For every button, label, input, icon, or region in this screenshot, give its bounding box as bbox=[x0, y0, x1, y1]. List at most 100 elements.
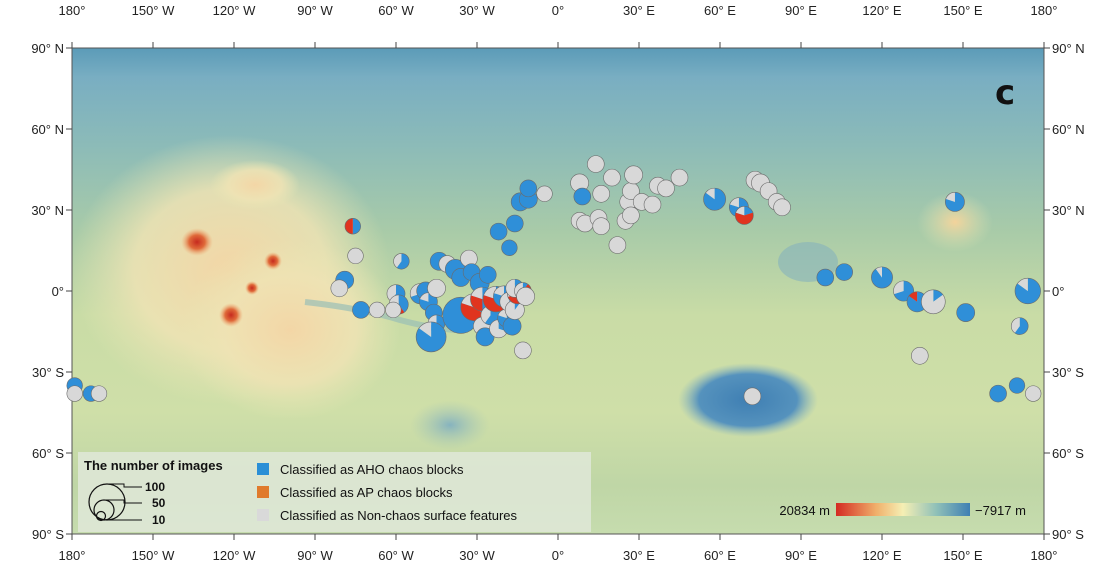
pie-point bbox=[1010, 317, 1029, 335]
lat-tick-label-right: 90° N bbox=[1052, 41, 1085, 56]
pie-slice-non bbox=[911, 347, 929, 365]
pie-outline bbox=[427, 278, 446, 298]
pie-point bbox=[66, 385, 83, 402]
pie-slice-ap bbox=[470, 295, 483, 312]
pie-slice-non bbox=[369, 302, 385, 318]
lat-tick-label-right: 30° N bbox=[1052, 203, 1085, 218]
pie-slice-non bbox=[91, 385, 107, 402]
pie-point bbox=[1014, 277, 1041, 305]
pie-slice-non bbox=[671, 169, 688, 187]
size-key: 100 50 10 bbox=[88, 480, 166, 527]
lon-tick-label-top: 0° bbox=[552, 3, 564, 18]
pie-outline bbox=[330, 279, 349, 298]
pie-outline bbox=[592, 217, 610, 235]
pie-outline bbox=[603, 168, 621, 187]
pie-slice-non bbox=[1025, 385, 1042, 402]
pie-outline bbox=[90, 385, 108, 402]
axis-ticks: 180° 180° 150° W 150° W 120° W 120° W 90° W 90°… bbox=[31, 3, 1084, 563]
pie-outline bbox=[657, 179, 675, 198]
pie-outline bbox=[989, 384, 1007, 403]
lon-tick-label-bottom: 60° W bbox=[378, 548, 414, 563]
pie-slice-aho bbox=[744, 206, 753, 216]
pie-slice-non bbox=[483, 286, 496, 300]
pie-point bbox=[657, 179, 675, 198]
lon-tick-label-top: 30° W bbox=[459, 3, 495, 18]
lat-tick-label-right: 60° S bbox=[1052, 446, 1084, 461]
pie-slice-non bbox=[603, 169, 621, 187]
pie-outline bbox=[835, 263, 853, 281]
lat-tick-label-right: 30° S bbox=[1052, 365, 1084, 380]
pie-point bbox=[502, 316, 522, 336]
pie-slice-non bbox=[657, 179, 675, 197]
pie-slice-non bbox=[729, 197, 739, 208]
pie-outline bbox=[734, 206, 754, 225]
pie-point bbox=[608, 236, 627, 254]
pie-outline bbox=[489, 222, 508, 241]
pie-slice-aho bbox=[1014, 317, 1029, 335]
pie-point bbox=[643, 195, 662, 214]
lat-tick-label-left: 60° S bbox=[32, 446, 64, 461]
pie-outline bbox=[385, 301, 402, 319]
pie-slice-non bbox=[945, 192, 955, 202]
pie-slice-non bbox=[460, 250, 478, 268]
pie-point bbox=[330, 279, 349, 298]
pie-slice-aho bbox=[871, 266, 893, 289]
pie-slice-non bbox=[493, 285, 504, 297]
pie-slice-aho bbox=[573, 188, 591, 205]
lon-tick-label-top: 150° E bbox=[943, 3, 983, 18]
colorbar-low-label: −7917 m bbox=[975, 503, 1026, 518]
lat-tick-label-left: 0° bbox=[52, 284, 64, 299]
pie-slice-non bbox=[893, 280, 904, 295]
pie-outline bbox=[816, 268, 835, 287]
pie-point bbox=[670, 168, 689, 187]
pie-point bbox=[479, 266, 497, 284]
pie-slice-non bbox=[514, 341, 532, 359]
lon-tick-label-top: 120° W bbox=[213, 3, 257, 18]
pie-outline bbox=[592, 185, 610, 203]
lon-tick-label-top: 30° E bbox=[623, 3, 655, 18]
pie-outline bbox=[743, 387, 762, 406]
pie-slice-non bbox=[705, 188, 715, 200]
pie-outline bbox=[536, 185, 553, 202]
pie-slice-non bbox=[386, 284, 396, 302]
pie-point bbox=[368, 301, 386, 319]
lon-tick-label-bottom: 150° E bbox=[943, 548, 983, 563]
pie-outline bbox=[368, 301, 386, 319]
pie-point bbox=[536, 185, 553, 202]
lon-tick-label-bottom: 120° E bbox=[862, 548, 902, 563]
lon-tick-label-bottom: 150° W bbox=[132, 548, 176, 563]
lon-tick-label-bottom: 180° bbox=[1031, 548, 1058, 563]
pie-slice-non bbox=[592, 185, 610, 203]
pie-point bbox=[1025, 385, 1042, 402]
pie-outline bbox=[670, 168, 689, 187]
pie-slice-ap bbox=[735, 212, 754, 225]
pie-slice-aho bbox=[945, 192, 965, 212]
pie-slice-aho bbox=[479, 266, 497, 284]
pie-slice-ap bbox=[908, 291, 918, 302]
pie-slice-non bbox=[427, 279, 446, 298]
lon-tick-label-top: 90° W bbox=[297, 3, 333, 18]
pie-point bbox=[385, 301, 402, 319]
pie-outline bbox=[573, 187, 592, 206]
pie-point bbox=[945, 191, 965, 212]
pie-outline bbox=[347, 247, 364, 265]
pie-point bbox=[352, 301, 370, 319]
pie-outline bbox=[506, 214, 524, 233]
pie-point bbox=[516, 287, 535, 306]
lon-tick-label-top: 150° W bbox=[132, 3, 176, 18]
pie-outline bbox=[921, 289, 946, 315]
pie-point bbox=[835, 263, 853, 281]
pie-point bbox=[743, 387, 762, 406]
pie-outline bbox=[1008, 377, 1026, 394]
pie-slice-non bbox=[743, 387, 761, 405]
lon-tick-label-bottom: 90° E bbox=[785, 548, 817, 563]
pie-slice-non bbox=[622, 206, 640, 224]
lat-tick-label-right: 0° bbox=[1052, 284, 1064, 299]
data-points bbox=[66, 155, 1042, 406]
pie-outline bbox=[1014, 277, 1041, 305]
pie-slice-non bbox=[921, 289, 946, 314]
lon-tick-label-bottom: 30° E bbox=[623, 548, 655, 563]
pie-slice-non bbox=[644, 196, 661, 214]
pie-point bbox=[587, 155, 605, 173]
